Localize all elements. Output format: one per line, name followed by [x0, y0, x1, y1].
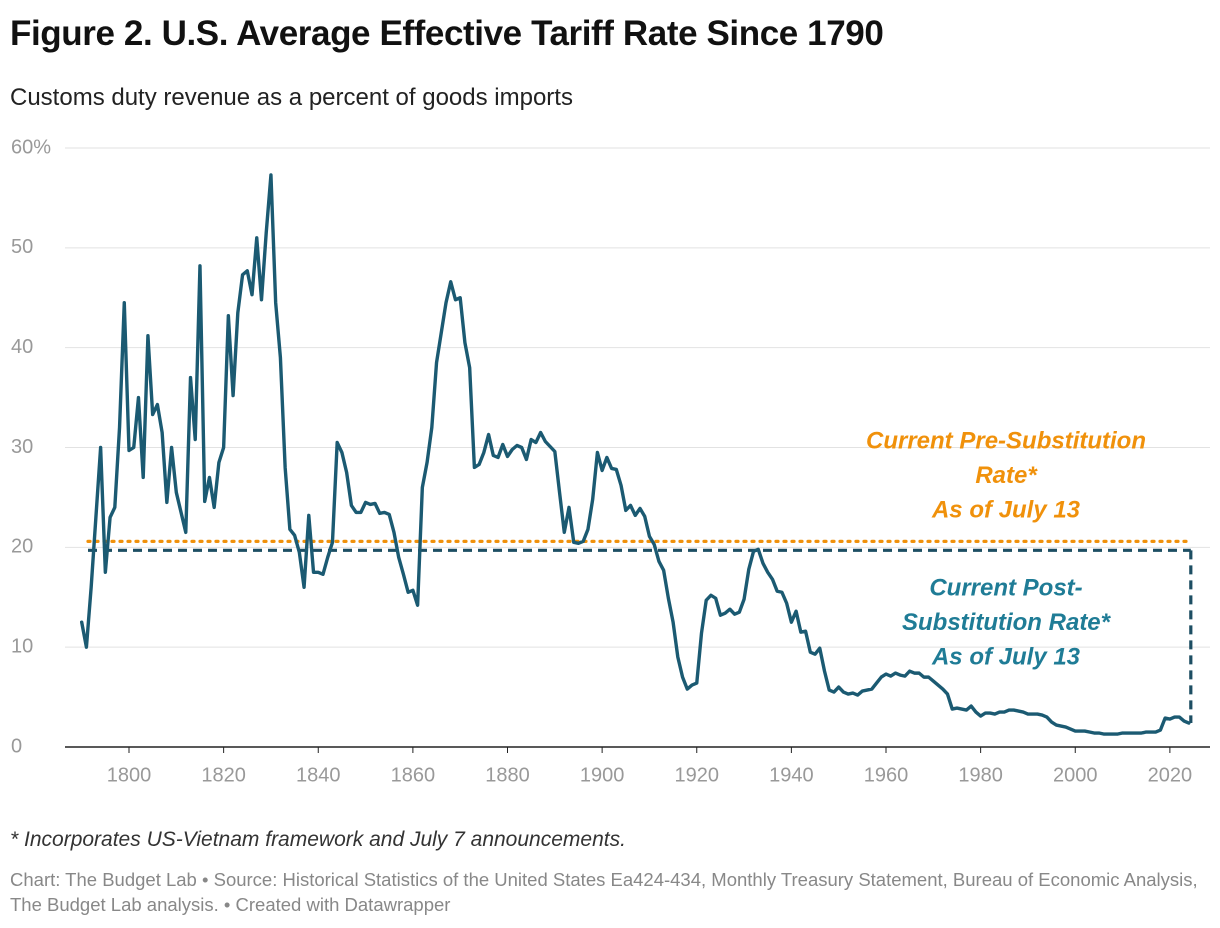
footnote: * Incorporates US-Vietnam framework and …: [10, 828, 626, 851]
chart-subtitle: Customs duty revenue as a percent of goo…: [10, 84, 573, 111]
annotation: As of July 13: [931, 643, 1081, 670]
x-tick-label: 2000: [1053, 764, 1098, 786]
annotation: As of July 13: [931, 496, 1081, 523]
x-tick-label: 1840: [296, 764, 341, 786]
source: Chart: The Budget Lab • Source: Historic…: [10, 869, 1198, 915]
chart-title: Figure 2. U.S. Average Effective Tariff …: [10, 14, 884, 53]
y-tick-label: 20: [11, 536, 33, 558]
y-tick-label: 50: [11, 236, 33, 258]
y-tick-label: 10: [11, 635, 33, 657]
x-tick-label: 1940: [769, 764, 814, 786]
data-line: [79, 173, 1191, 736]
y-tick-label: 40: [11, 336, 33, 358]
x-tick-label: 1920: [675, 764, 720, 786]
x-tick-label: 1900: [580, 764, 625, 786]
annotation: Current Post-: [929, 574, 1082, 601]
annotation: Current Pre-Substitution: [866, 427, 1146, 454]
x-tick-label: 1880: [485, 764, 530, 786]
y-tick-label: 60%: [11, 136, 51, 158]
annotation: Substitution Rate*: [902, 609, 1112, 636]
y-tick-label: 0: [11, 735, 22, 757]
x-tick-label: 1860: [391, 764, 436, 786]
x-tick-label: 1800: [107, 764, 152, 786]
y-tick-label: 30: [11, 436, 33, 458]
x-tick-label: 2020: [1148, 764, 1193, 786]
x-tick-label: 1980: [958, 764, 1003, 786]
annotation: Rate*: [975, 462, 1038, 489]
x-tick-label: 1960: [864, 764, 909, 786]
x-tick-label: 1820: [201, 764, 246, 786]
